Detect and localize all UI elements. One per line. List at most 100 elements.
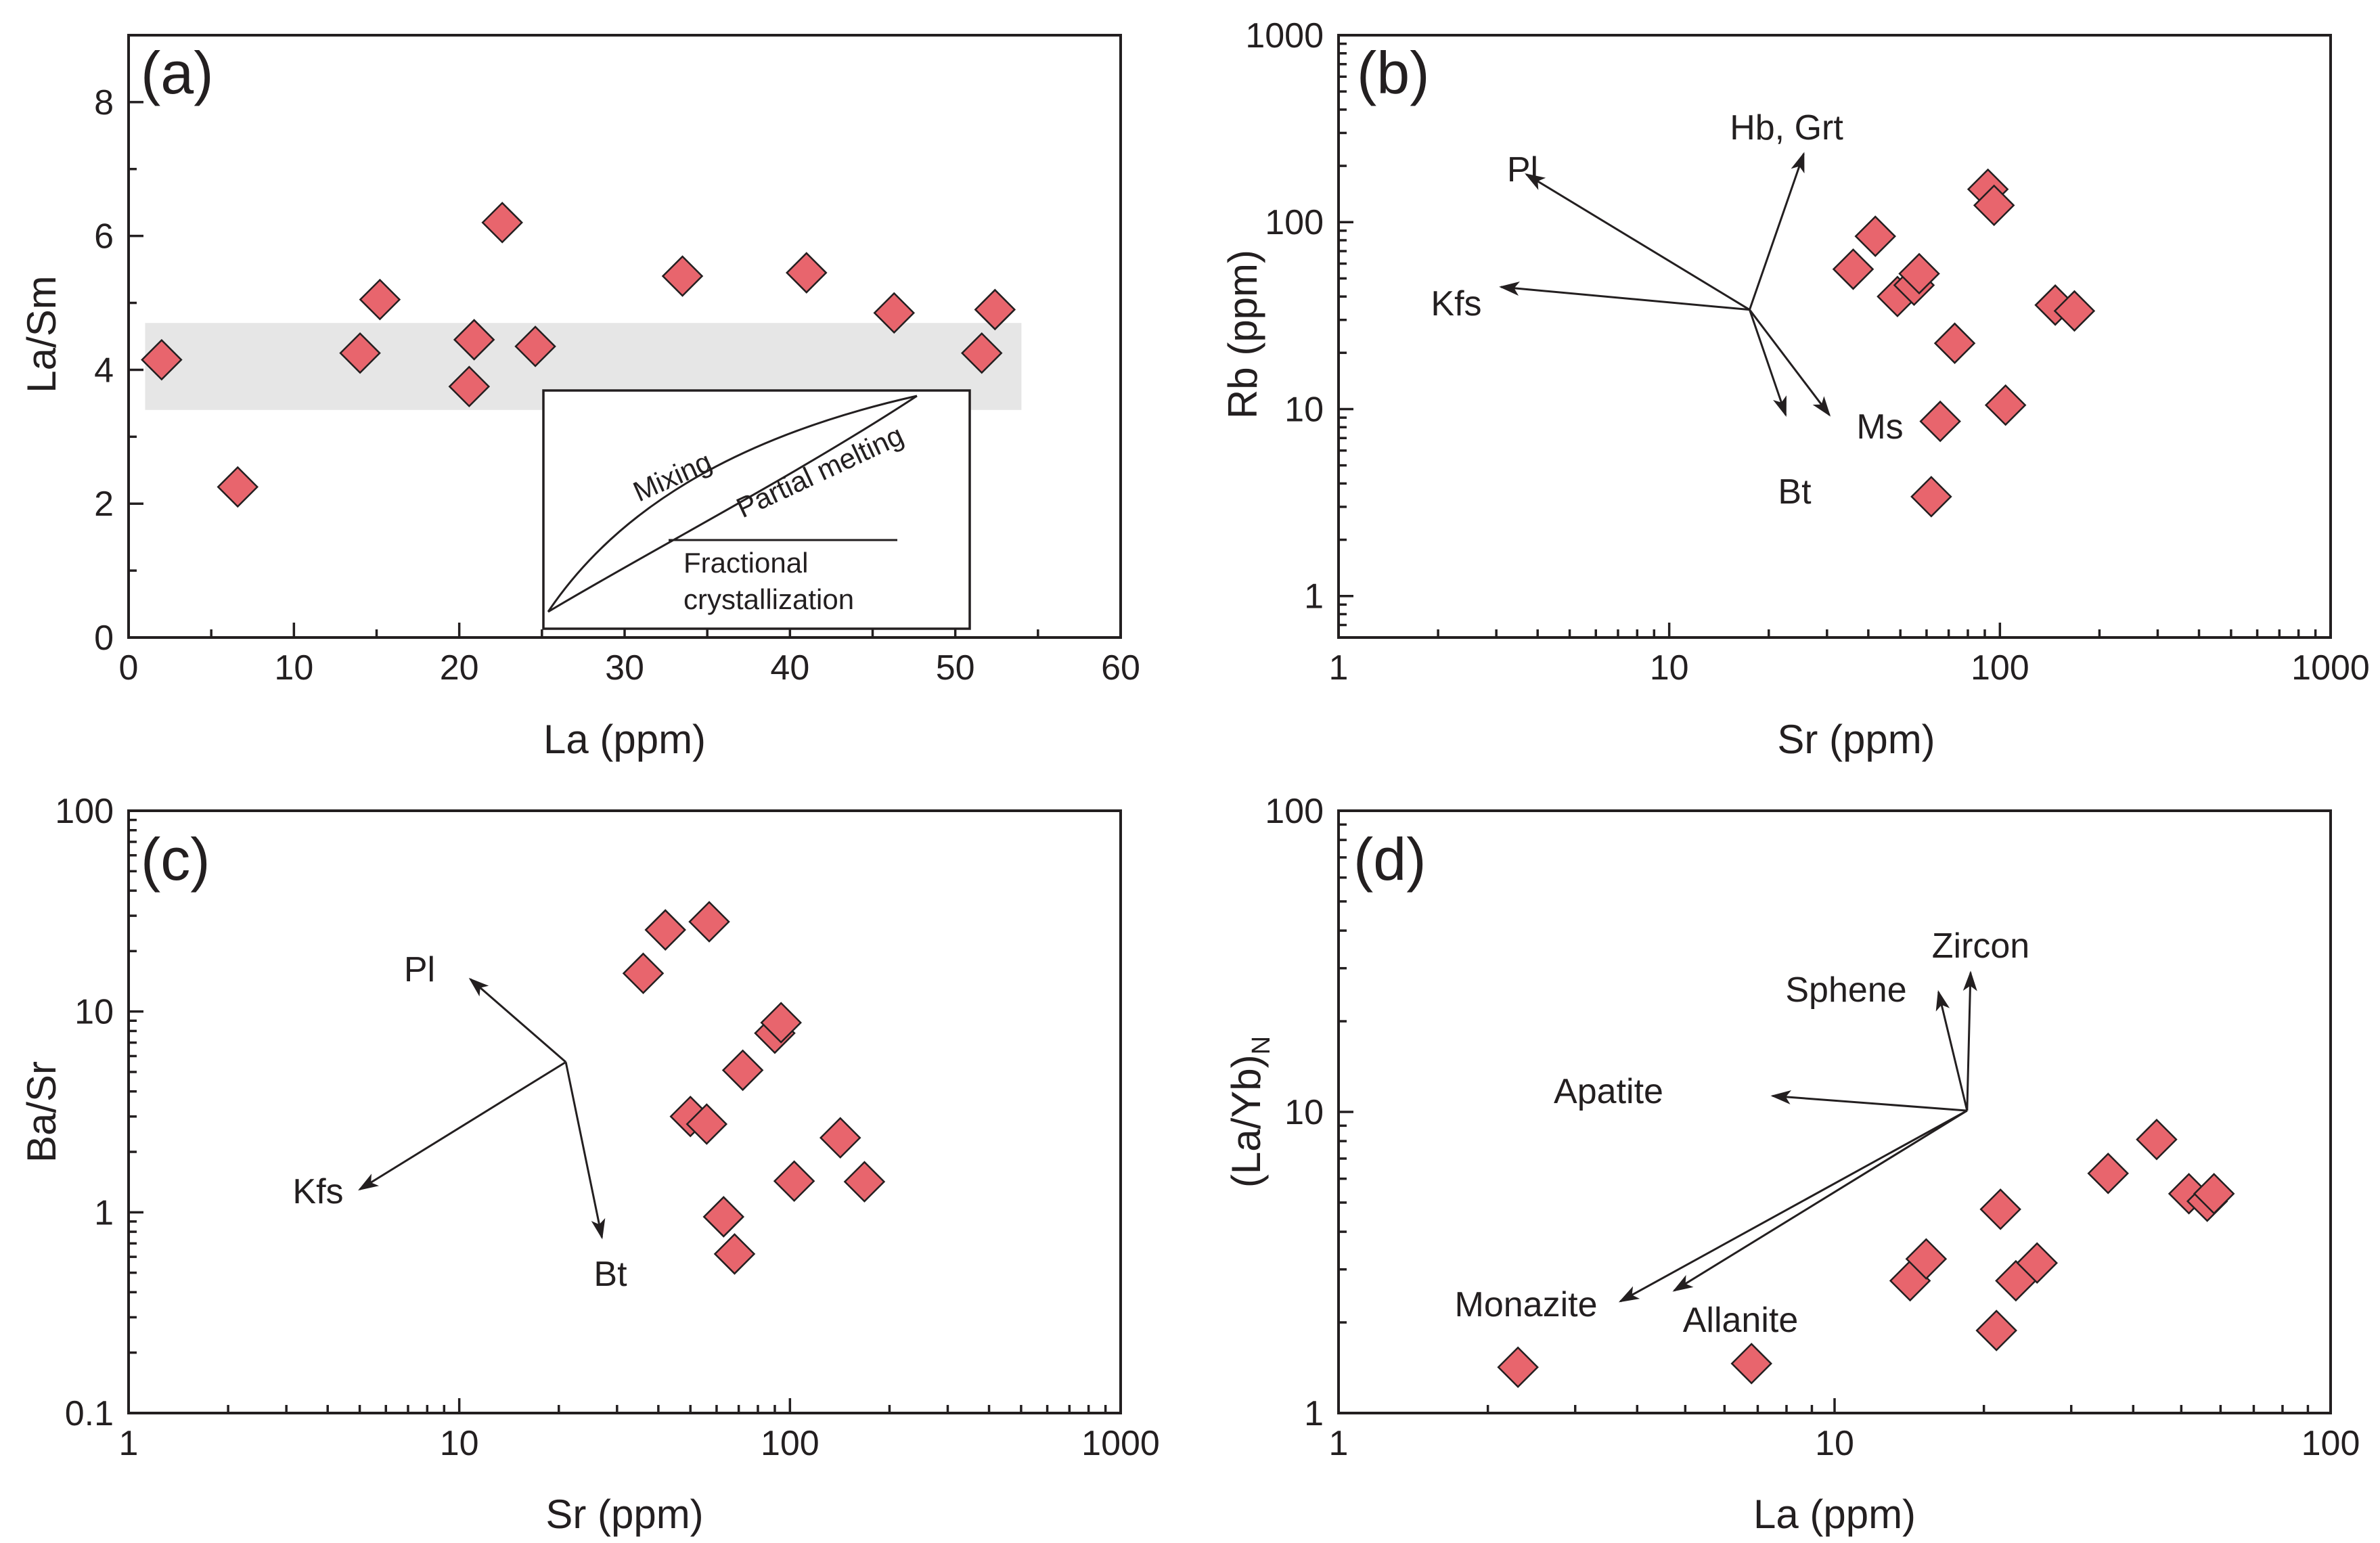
y-axis-title-main: (La/Yb) [1223,1054,1269,1188]
data-point [2016,1242,2059,1284]
panel-label: (b) [1357,39,1430,106]
data-point [843,1161,886,1203]
data-point [1919,400,1961,443]
y-tick-label: 100 [55,792,114,831]
y-tick-label: 1 [1304,577,1324,617]
data-point [359,278,401,321]
y-tick-label: 10 [1284,1093,1324,1132]
data-point [819,1117,861,1159]
data-points [622,901,886,1275]
vector-label-ms: Ms [1856,407,1903,447]
data-point [773,1160,815,1203]
data-point [448,365,491,407]
vector-arrow-bt [1749,309,1787,418]
data-point [1497,1346,1539,1388]
partial-melting-curve [547,395,918,613]
plot-frame [127,809,1122,1414]
x-tick-label: 100 [1971,648,2029,688]
data-point [141,338,183,381]
panel-d: 1 10 100 1 10 100 Zircon Sphene Apatite Monazite… [1223,792,2360,1537]
data-point [713,1233,756,1275]
vector-label-hb-grt: Hb, Grt [1730,108,1843,148]
y-tick-label: 100 [1265,792,1324,831]
y-axis-title: Ba/Sr [19,1061,64,1163]
vector-arrows: Pl Kfs Bt [292,950,627,1294]
vector-arrow-ms [1749,309,1831,417]
mixing-curve [547,395,918,612]
vector-label-allanite: Allanite [1683,1301,1799,1340]
data-points [141,202,1016,508]
x-axis-title: Sr (ppm) [545,1492,703,1537]
vector-label-kfs: Kfs [292,1172,343,1211]
data-point [960,332,1003,374]
vector-label-bt: Bt [593,1255,627,1294]
vector-arrows: Pl Kfs Hb, Grt Bt Ms [1431,108,1903,512]
data-point [760,1002,802,1044]
data-point [1910,476,1952,518]
y-tick-label: 1 [1304,1394,1324,1433]
y-axis-title: Rb (ppm) [1220,250,1265,419]
data-point [2053,290,2096,332]
x-tick-label: 1 [1329,1424,1349,1463]
data-point [1898,252,1940,295]
x-tick-label: 60 [1101,648,1140,688]
vector-arrow-allanite [1672,1109,1968,1292]
data-point [1832,248,1874,290]
vector-label-pl: Pl [1507,150,1538,189]
vector-arrow-apatite [1770,1090,1967,1112]
x-tick-label: 1000 [1081,1424,1160,1463]
x-tick-label: 1 [119,1424,139,1463]
axis-ticks: 0 10 20 30 40 50 60 0 2 4 6 8 [94,34,1140,688]
vector-arrow-bt [564,1062,606,1240]
data-point [688,901,730,943]
y-axis-title: La/Sm [19,275,64,393]
data-point [644,909,686,951]
vector-arrow-sphene [1935,990,1969,1111]
x-axis-title: La (ppm) [543,717,706,762]
panel-label: (a) [141,39,214,106]
x-tick-label: 10 [274,648,313,688]
inset-frame [542,389,971,630]
x-axis-title: La (ppm) [1753,1492,1916,1537]
vector-label-apatite: Apatite [1554,1072,1663,1111]
vector-label-zircon: Zircon [1932,926,2029,966]
plot-frame [127,34,1122,639]
panel-b: 1 10 100 1000 1 10 100 1000 Pl Kfs Hb, Grt Bt Ms (b… [1220,16,2370,762]
y-tick-label: 4 [94,351,114,390]
data-point [514,326,556,367]
data-point [1730,1343,1772,1385]
vector-arrow-kfs [1499,282,1750,311]
data-point [339,332,381,374]
data-point [1905,1238,1948,1280]
data-point [622,952,665,994]
x-tick-label: 30 [605,648,644,688]
vector-arrow-zircon [1962,970,1977,1111]
vector-arrow-monazite [1618,1109,1968,1303]
data-point [873,292,916,334]
data-point [2193,1173,2235,1215]
data-point [217,466,259,508]
y-axis-title-subscript: N [1247,1036,1276,1054]
vector-label-kfs: Kfs [1431,284,1481,323]
vector-arrow-pl [1525,173,1751,311]
vector-label-pl: Pl [404,950,435,989]
x-tick-label: 10 [440,1424,479,1463]
panel-label: (c) [141,826,210,893]
data-point [2087,1153,2129,1194]
data-points [1832,168,2096,518]
y-tick-label: 10 [1284,390,1324,429]
vector-label-monazite: Monazite [1455,1285,1598,1324]
x-tick-label: 100 [2302,1424,2360,1463]
y-tick-label: 2 [94,485,114,524]
vector-arrow-hb-grt [1749,152,1805,311]
vector-arrow-pl [468,977,567,1063]
x-tick-label: 100 [761,1424,819,1463]
vector-arrows: Zircon Sphene Apatite Monazite Allanite [1455,926,2030,1340]
panel-a: 0 10 20 30 40 50 60 0 2 4 6 8 (a) La (ppm) La/Sm Mi… [19,34,1140,762]
y-tick-label: 1 [94,1193,114,1232]
axis-ticks: 1 10 100 1 10 100 [1265,792,2360,1463]
y-tick-label: 100 [1265,203,1324,242]
x-tick-label: 10 [1650,648,1689,688]
y-tick-label: 0.1 [65,1394,114,1433]
